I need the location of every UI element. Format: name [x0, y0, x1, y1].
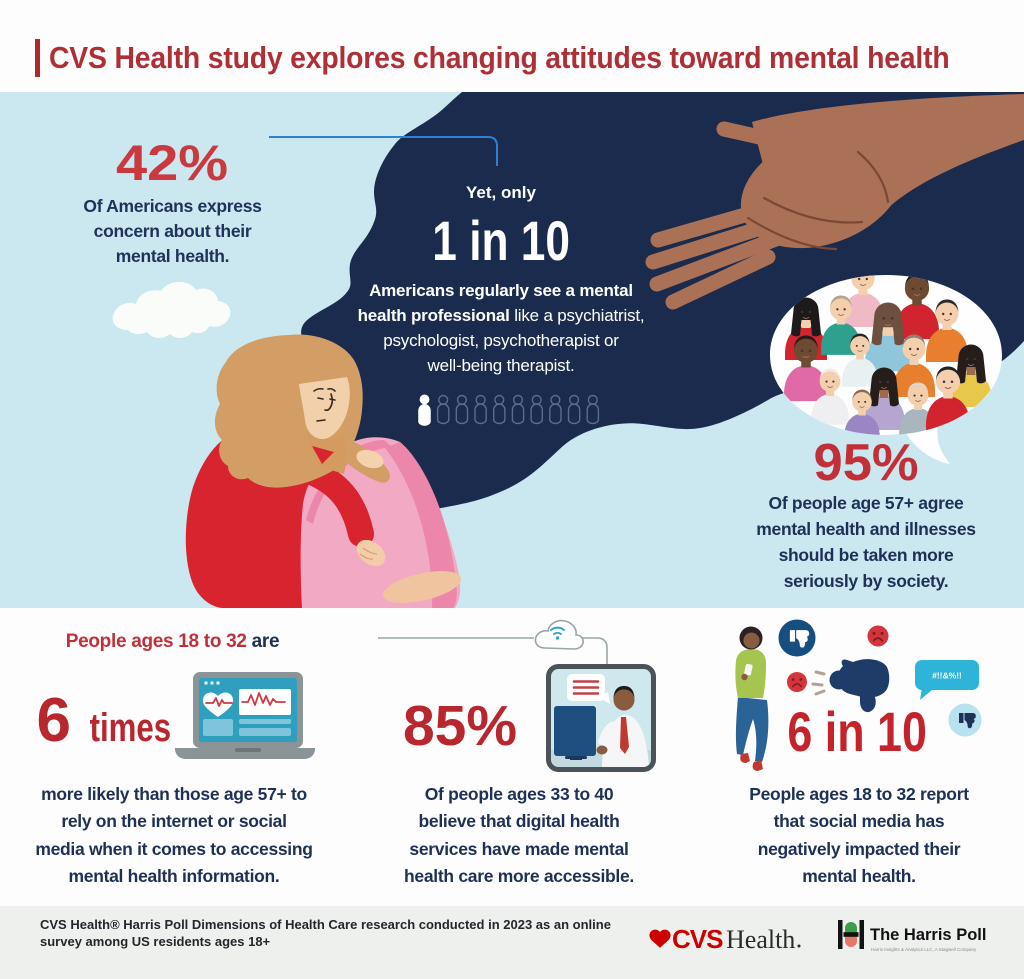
svg-text:The Harris Poll: The Harris Poll — [870, 926, 986, 944]
svg-text:Health: Health — [726, 925, 795, 954]
svg-text:CVS: CVS — [672, 924, 723, 954]
svg-text:#!!&%!!: #!!&%!! — [932, 671, 962, 681]
svg-text:Harris Insights & Analytics LL: Harris Insights & Analytics LLC, A Stagw… — [871, 947, 977, 952]
